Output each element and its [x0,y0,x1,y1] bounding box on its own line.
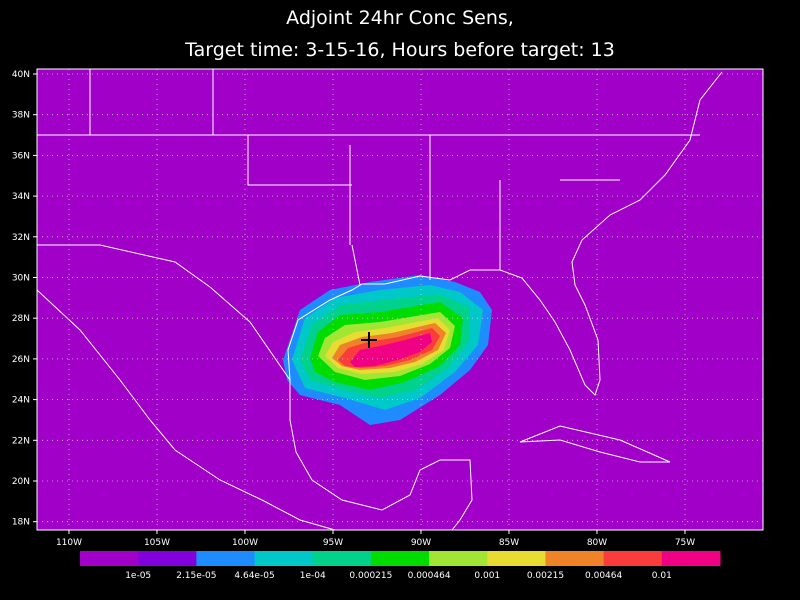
mexico-gulf-coast [289,380,473,531]
colorbar-segment [254,551,314,566]
lat-label: 20N [12,477,30,487]
lon-label: 110W [56,538,82,548]
lat-label: 28N [12,314,30,324]
colorbar-segment [545,551,605,566]
lat-label: 18N [12,518,30,528]
colorbar-segment [603,551,663,566]
colorbar-label: 1e-04 [300,571,326,581]
colorbar-label: 0.000215 [349,571,392,581]
lon-label: 95W [323,538,343,548]
sensitivity-field [283,275,492,425]
colorbar-segment [312,551,372,566]
colorbar-label: 0.00464 [585,571,622,581]
subtitle: Target time: 3-15-16, Hours before targe… [184,39,615,61]
colorbar-segment [487,551,546,566]
colorbar-segment [370,551,430,566]
colorbar-label: 0.01 [652,571,672,581]
lat-label: 36N [12,151,30,161]
lat-label: 26N [12,355,30,365]
lat-label: 40N [12,70,30,80]
cuba [519,425,671,463]
lat-label: 24N [12,396,30,406]
lon-label: 90W [411,538,431,548]
title: Adjoint 24hr Conc Sens, [286,7,514,29]
coastlines [36,69,723,531]
lon-label: 75W [675,538,695,548]
target-marker [361,332,377,348]
contour [350,333,432,367]
colorbar-segment [196,551,256,566]
colorbar-label: 1e-05 [125,571,151,581]
us-coast [287,71,723,396]
lat-label: 32N [12,233,30,243]
lon-label: 80W [587,538,607,548]
colorbar-segment [661,551,721,566]
colorbar-segment [138,551,197,566]
lon-label: 85W [499,538,519,548]
colorbar-segment [80,551,139,566]
lon-label: 105W [144,538,170,548]
lat-label: 34N [12,192,30,202]
state-lines [37,69,700,286]
colorbar-label: 4.64e-05 [234,571,274,581]
colorbar-segment [429,551,488,566]
us-mexico-border [37,244,291,381]
colorbar-label: 0.000464 [408,571,451,581]
lon-label: 100W [232,538,258,548]
lat-label: 22N [12,436,30,446]
colorbar-label: 0.001 [474,571,500,581]
pacific-coast [36,289,336,531]
lat-label: 30N [12,274,30,284]
colorbar-label: 0.00215 [527,571,564,581]
lat-label: 38N [12,111,30,121]
colorbar-label: 2.15e-05 [176,571,216,581]
